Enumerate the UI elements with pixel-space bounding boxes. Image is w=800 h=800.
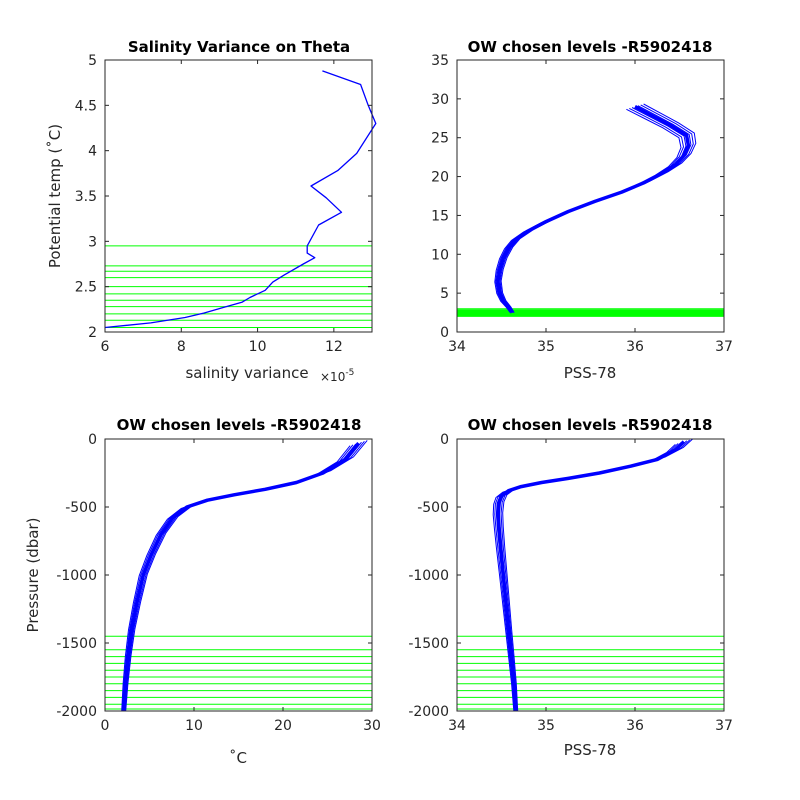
x-tick-label: 12	[325, 339, 343, 355]
panel-1-xlabel: salinity variance	[185, 364, 308, 382]
y-tick-label: -2000	[408, 704, 449, 720]
y-tick-label: 5	[88, 53, 97, 69]
panel-4-xlabel: PSS-78	[564, 741, 617, 759]
panel-salinity-theta: OW chosen levels -R5902418 34 35 36 37 0 5 10 1…	[431, 38, 733, 382]
panel-2-data	[494, 103, 697, 314]
series-line	[121, 441, 360, 712]
profile-trace	[122, 443, 357, 712]
x-tick-label: 37	[715, 718, 733, 734]
x-tick-label: 36	[626, 339, 644, 355]
x-tick-label: 30	[363, 718, 381, 734]
panel-1-x-exponent: ×10-5	[320, 368, 354, 384]
panel-1-level-lines	[105, 245, 372, 328]
y-tick-label: 3.5	[75, 189, 97, 205]
y-tick-label: 4	[88, 144, 97, 160]
x-tick-label: 20	[274, 718, 292, 734]
y-tick-label: 15	[431, 208, 449, 224]
y-tick-label: 10	[431, 247, 449, 263]
panel-2-axes-box	[456, 59, 725, 333]
panel-1-ylabel: Potential temp (˚C)	[46, 124, 64, 268]
y-tick-label: 35	[431, 53, 449, 69]
y-tick-label: 0	[88, 432, 97, 448]
panel-1-ticks: 6 8 10 12 2 2.5 3 3.5 4 4.5 5	[75, 53, 372, 355]
y-tick-label: 25	[431, 131, 449, 147]
x-tick-label: 34	[448, 339, 466, 355]
profile-trace	[502, 438, 693, 712]
panel-3-ylabel: Pressure (dbar)	[24, 518, 42, 633]
panel-1-data	[104, 70, 377, 329]
panel-salinity-variance: Salinity Variance on Theta 6 8 10 12 2 2.5 3 3.…	[46, 38, 377, 384]
panel-3-data	[121, 440, 368, 712]
profile-trace	[492, 444, 676, 712]
panel-4-data	[492, 438, 693, 712]
x-tick-label: 37	[715, 339, 733, 355]
profile-trace	[121, 445, 351, 712]
profile-trace	[495, 107, 685, 313]
x-tick-label: 0	[101, 718, 110, 734]
x-tick-label: 34	[448, 718, 466, 734]
panel-3-title: OW chosen levels -R5902418	[117, 416, 362, 434]
y-tick-label: 5	[440, 286, 449, 302]
y-tick-label: -1500	[408, 636, 449, 652]
profile-trace	[121, 444, 354, 712]
series-line	[104, 70, 377, 329]
panel-1-axes-box	[104, 59, 373, 333]
panel-2-level-lines	[457, 308, 724, 317]
y-tick-label: 2.5	[75, 280, 97, 296]
x-tick-label: 35	[537, 339, 555, 355]
y-tick-label: -500	[65, 500, 97, 516]
profile-trace	[494, 108, 682, 313]
panel-2-title: OW chosen levels -R5902418	[468, 38, 713, 56]
x-tick-label: 35	[537, 718, 555, 734]
x-tick-label: 36	[626, 718, 644, 734]
y-tick-label: -1500	[56, 636, 97, 652]
panel-1-title: Salinity Variance on Theta	[128, 38, 350, 56]
profile-trace	[494, 443, 679, 712]
profile-trace	[498, 105, 692, 313]
profile-trace	[500, 103, 697, 313]
x-tick-label: 10	[249, 339, 267, 355]
panel-4-level-lines	[457, 635, 724, 710]
y-tick-label: 0	[440, 432, 449, 448]
y-tick-label: -1000	[408, 568, 449, 584]
panel-2-ticks: 34 35 36 37 0 5 10 15 20 25 30 35	[431, 53, 733, 355]
y-tick-label: -1000	[56, 568, 97, 584]
y-tick-label: -2000	[56, 704, 97, 720]
y-tick-label: 4.5	[75, 98, 97, 114]
panel-3-level-lines	[105, 635, 372, 710]
y-tick-label: 30	[431, 92, 449, 108]
profile-trace	[496, 107, 687, 313]
y-tick-label: -500	[417, 500, 449, 516]
panel-3-xlabel: ˚C	[229, 749, 247, 767]
x-tick-label: 10	[185, 718, 203, 734]
panel-salinity-pressure: OW chosen levels -R5902418 34 35 36 37 -2000…	[408, 416, 733, 759]
profile-trace	[495, 442, 682, 712]
y-tick-label: 3	[88, 234, 97, 250]
series-line	[496, 105, 691, 314]
panel-temp-pressure: OW chosen levels -R5902418 0 10 20 30 -2000 -…	[24, 416, 381, 767]
x-tick-label: 8	[177, 339, 186, 355]
profile-trace	[499, 104, 694, 313]
panel-4-ticks: 34 35 36 37 -2000 -1500 -1000 -500 0	[408, 432, 733, 734]
x-tick-label: 6	[101, 339, 110, 355]
panel-3-ticks: 0 10 20 30 -2000 -1500 -1000 -500 0	[56, 432, 381, 734]
y-tick-label: 0	[440, 325, 449, 341]
panel-4-title: OW chosen levels -R5902418	[468, 416, 713, 434]
y-tick-label: 2	[88, 325, 97, 341]
profile-trace	[125, 440, 368, 712]
y-tick-label: 20	[431, 170, 449, 186]
panel-2-xlabel: PSS-78	[564, 364, 617, 382]
